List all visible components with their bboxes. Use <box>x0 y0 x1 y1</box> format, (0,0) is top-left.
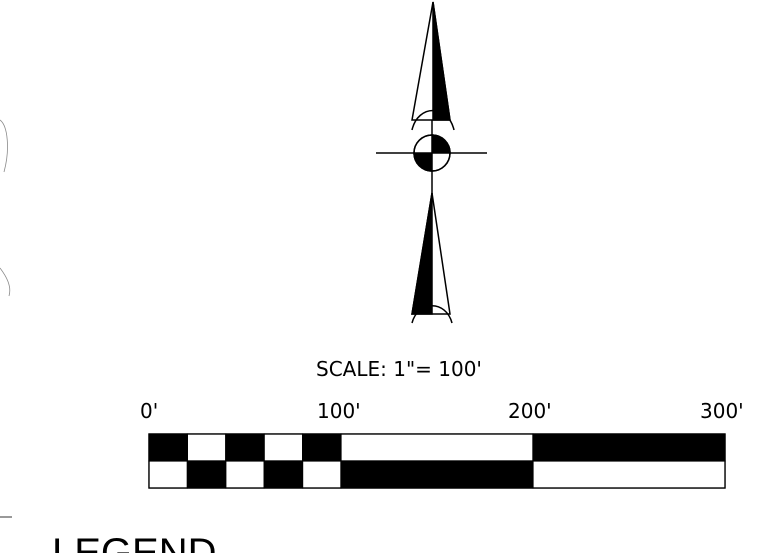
scale-tick-200: 200' <box>508 399 552 423</box>
north-needle-upper-fill <box>432 1 451 121</box>
edge-arc-upper <box>0 119 8 173</box>
north-lower-arc <box>411 305 453 324</box>
scale-seg-bot-3 <box>225 460 265 489</box>
edge-artifacts <box>0 119 12 518</box>
scale-seg-top-4 <box>263 433 304 462</box>
north-upper-arc <box>411 109 455 131</box>
scale-seg-top-1 <box>148 433 189 462</box>
scale-seg-top-5 <box>302 433 342 462</box>
scale-seg-bot-200-300 <box>532 460 726 489</box>
scale-bar-outline <box>148 433 726 489</box>
scale-seg-bot-1 <box>148 460 189 489</box>
scale-seg-bot-4 <box>263 460 304 489</box>
scale-tick-labels: 0' 100' 200' 300' <box>140 399 744 423</box>
scale-seg-top-200-300 <box>532 433 726 462</box>
scale-seg-bot-100-200 <box>340 460 534 489</box>
edge-arc-lower <box>0 267 11 297</box>
scale-seg-top-2 <box>186 433 227 462</box>
scale-label: SCALE: 1"= 100' <box>316 357 482 381</box>
scale-bar <box>148 433 726 489</box>
north-arrow <box>376 1 487 324</box>
scale-seg-top-3 <box>225 433 265 462</box>
scale-tick-0: 0' <box>140 399 158 423</box>
scale-seg-top-100-200 <box>340 433 534 462</box>
scale-tick-300: 300' <box>700 399 744 423</box>
north-needle-lower-fill <box>411 192 433 315</box>
scale-seg-bot-2 <box>186 460 227 489</box>
scale-tick-100: 100' <box>317 399 361 423</box>
scale-seg-bot-5 <box>302 460 342 489</box>
legend-title: LEGEND <box>52 531 217 553</box>
north-center-outline <box>413 134 451 172</box>
